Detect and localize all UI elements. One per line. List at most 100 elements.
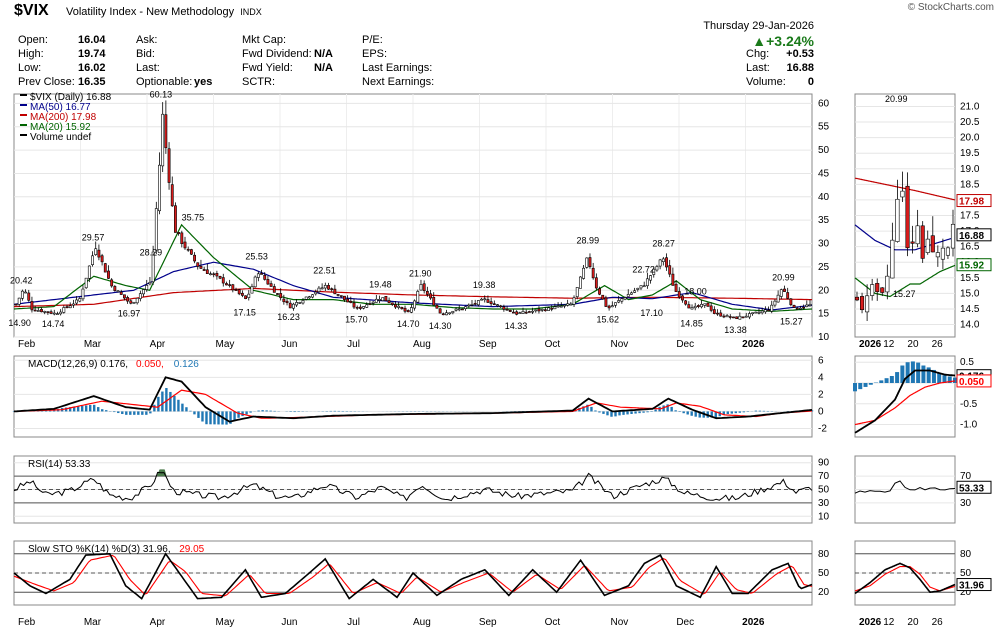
macd-hist-bar <box>88 404 92 412</box>
macd-hist-bar <box>181 403 184 412</box>
macd-hist-bar <box>193 411 196 415</box>
price-annotation: 15.70 <box>345 314 368 324</box>
zoom-price-candle <box>950 223 956 249</box>
price-zoom-last-label: 16.88 <box>959 231 984 242</box>
price-candle <box>808 303 812 306</box>
brand-watermark: © StockCharts.com <box>907 2 994 13</box>
price-candle <box>620 298 624 302</box>
macd-hist-bar <box>261 410 264 412</box>
price-candle <box>747 313 751 318</box>
price-candle <box>320 287 324 290</box>
price-candle <box>46 311 50 313</box>
macd-line <box>13 376 813 423</box>
price-candle <box>384 296 388 302</box>
price-candle <box>123 294 126 299</box>
price-zoom-x-label: 20 <box>907 339 919 350</box>
price-candle <box>425 290 429 295</box>
price-zoom-tick-label: 14.0 <box>960 320 980 331</box>
macd-histogram <box>12 388 814 425</box>
price-candle <box>225 283 228 286</box>
price-candle <box>30 301 34 311</box>
price-candle <box>129 300 133 304</box>
up-arrow-icon: ▲ <box>752 33 767 49</box>
price-candle <box>540 308 544 311</box>
field-value: N/A <box>314 62 333 74</box>
price-candle <box>288 302 292 309</box>
price-candle <box>107 270 110 279</box>
price-candle <box>732 316 735 319</box>
price-candle <box>269 283 273 287</box>
zoom-price-candle <box>865 295 870 313</box>
price-candle <box>218 276 222 279</box>
price-candle <box>68 305 72 309</box>
price-candle <box>330 288 334 290</box>
price-candle <box>295 302 299 306</box>
price-candle <box>199 265 203 269</box>
price-x-label: Aug <box>413 339 431 350</box>
macd-hist-bar <box>586 404 589 412</box>
macd-hist-bar <box>810 410 814 412</box>
price-candle <box>374 298 378 303</box>
price-candle <box>709 305 713 311</box>
macd-hist-bar <box>213 411 216 425</box>
macd-legend-entry: 0.050, <box>136 359 164 370</box>
macd-hist-bar <box>762 410 766 412</box>
price-candle <box>760 310 764 314</box>
price-candle <box>438 308 442 314</box>
macd-zoom-hist-bar <box>858 383 863 390</box>
macd-hist-bar <box>333 410 337 412</box>
price-candle <box>355 306 359 309</box>
macd-hist-bar <box>289 411 292 412</box>
price-candle <box>566 303 570 306</box>
price-zoom-last-box <box>956 194 992 208</box>
price-candle <box>43 311 47 313</box>
macd-hist-bar <box>269 410 272 412</box>
field-value: 16.04 <box>78 34 106 46</box>
macd-frame <box>13 355 813 438</box>
field-label: High: <box>18 48 44 60</box>
macd-hist-bar <box>101 409 104 412</box>
rsi-zoom-last-label: 53.33 <box>959 483 984 494</box>
price-zoom-last-label: 15.92 <box>959 261 984 272</box>
price-candle <box>722 315 726 318</box>
price-candle <box>135 297 139 304</box>
macd-hist-bar <box>594 410 597 412</box>
price-candle <box>282 298 286 303</box>
macd-hist-bar <box>626 411 629 415</box>
price-candle <box>553 306 557 310</box>
price-candle <box>56 313 59 315</box>
price-candle <box>767 309 770 312</box>
macd-hist-bar <box>149 411 152 414</box>
rsi-legend-entry: RSI(14) 53.33 <box>28 459 91 470</box>
price-candle <box>464 306 468 309</box>
zoom-price-candle <box>880 287 885 293</box>
price-tick-label: 10 <box>818 332 830 343</box>
price-candle <box>27 292 31 301</box>
macd-hist-bar <box>117 411 120 414</box>
macd-zoom-tick-label: 0.5 <box>960 357 974 368</box>
price-candle <box>14 303 18 306</box>
macd-hist-bar <box>598 411 601 413</box>
sto-x-label: Sep <box>479 617 497 628</box>
macd-hist-bar <box>666 404 669 412</box>
macd-zoom-hist-bar <box>879 380 884 383</box>
price-candle <box>250 286 254 294</box>
price-candle <box>228 284 232 286</box>
symbol-title: $VIX <box>14 2 49 19</box>
price-zoom-tick-label: 20.5 <box>960 117 980 128</box>
macd-hist-bar <box>64 407 68 412</box>
price-candle <box>113 286 117 291</box>
price-candle <box>751 312 755 315</box>
price-annotation: 16.23 <box>277 312 300 322</box>
price-annotation: 60.13 <box>150 90 173 100</box>
price-annotation: 14.90 <box>8 318 31 328</box>
price-candle <box>215 273 219 277</box>
macd-hist-bar <box>209 411 212 425</box>
price-x-label: Nov <box>611 339 629 350</box>
price-candle <box>237 289 241 295</box>
quote-date: Thursday 29-Jan-2026 <box>703 20 814 32</box>
price-candle <box>492 303 496 306</box>
macd-hist-bar <box>738 411 742 413</box>
price-candle <box>148 282 152 285</box>
macd-hist-bar <box>742 411 746 413</box>
